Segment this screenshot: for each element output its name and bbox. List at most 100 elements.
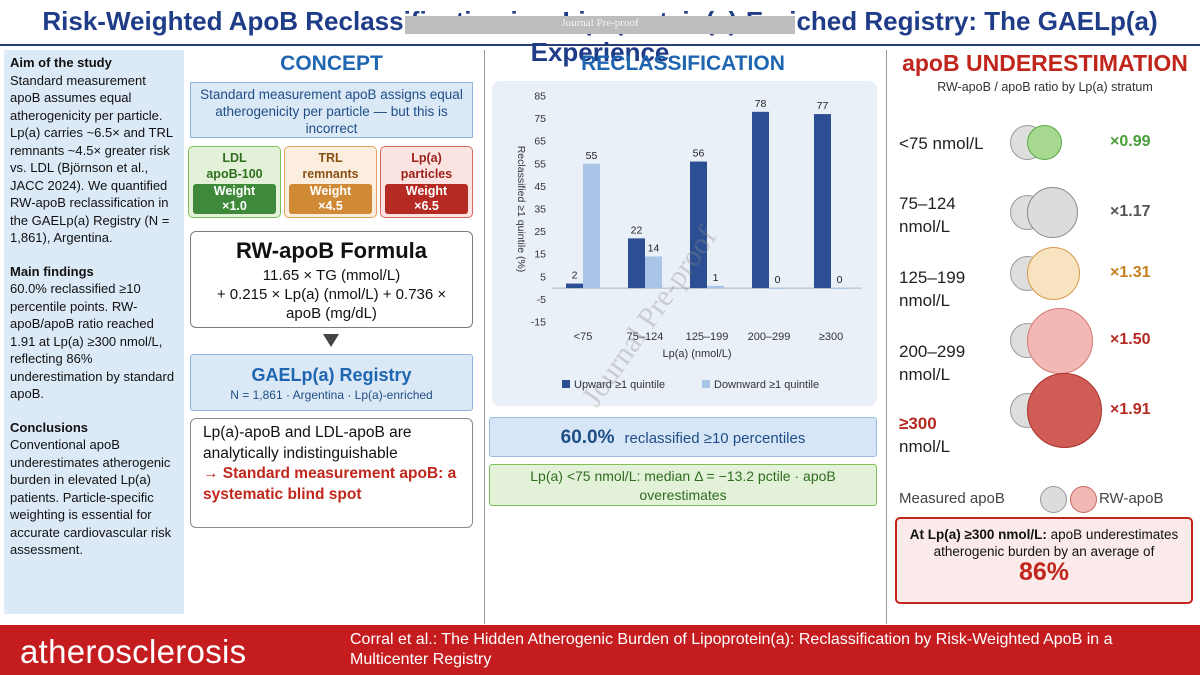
rw-apob-circle (1027, 125, 1062, 160)
stratum-label: <75 nmol/L (899, 134, 984, 153)
bar-upward (690, 161, 707, 289)
rw-apob-circle (1027, 373, 1102, 448)
watermark-banner: Journal Pre-proof (405, 16, 795, 34)
bar-upward (628, 238, 645, 289)
legend-swatch (702, 380, 710, 388)
x-tick-label: <75 (574, 331, 593, 343)
underestimation-percent: 86% (1018, 558, 1070, 586)
bar-data-label: 22 (631, 224, 643, 236)
bar-upward (566, 283, 583, 289)
y-tick-label: 25 (534, 226, 546, 238)
lpa-label: Lp(a) (411, 151, 442, 165)
formula-line: 11.65 × TG (mmol/L) (262, 267, 401, 284)
x-tick-label: 75–124 (627, 331, 664, 343)
x-tick-label: 125–199 (686, 331, 729, 343)
y-tick-label: 65 (534, 136, 546, 148)
bar-downward (769, 288, 786, 289)
trl-label: TRL (318, 151, 343, 165)
formula-box: RW-apoB Formula 11.65 × TG (mmol/L) + 0.… (190, 231, 473, 328)
rw-apob-circle (1027, 187, 1078, 238)
stratum-label: ≥300 nmol/L (899, 412, 950, 458)
underestimation-text-1: At Lp(a) ≥300 nmol/L: apoB underestimate… (897, 526, 1191, 543)
formula-line: + 0.215 × Lp(a) (nmol/L) + 0.736 × (216, 286, 447, 303)
apob-subtitle: RW-apoB / apoB ratio by Lp(a) stratum (937, 80, 1153, 94)
reclassification-heading: RECLASSIFICATION (581, 52, 785, 75)
stratum-ratio: ×1.17 (1110, 202, 1151, 220)
apob-heading: apoB UNDERESTIMATION (902, 50, 1188, 76)
stratum-ratio: ×0.99 (1110, 132, 1151, 150)
result-percent: 60.0% (560, 427, 615, 448)
stratum-ratio: ×1.91 (1110, 400, 1151, 418)
ldl-weight-box: LDL apoB-100 Weight ×1.0 (188, 146, 281, 218)
lpa-weight-badge: Weight ×6.5 (385, 184, 468, 214)
underestimation-box: At Lp(a) ≥300 nmol/L: apoB underestimate… (895, 517, 1193, 604)
concept-intro-box: Standard measurement apoB assigns equal … (190, 82, 473, 138)
column-divider (886, 50, 887, 624)
bar-downward (645, 256, 662, 289)
findings-text: 60.0% reclassified ≥10 percentile points… (10, 281, 175, 401)
bar-data-label: 56 (693, 148, 705, 160)
trl-weight-box: TRL remnants Weight ×4.5 (284, 146, 377, 218)
y-tick-label: -5 (537, 294, 546, 306)
rw-apob-circle (1027, 247, 1080, 300)
x-tick-label: ≥300 (819, 331, 843, 343)
conclusions-heading: Conclusions (10, 419, 89, 435)
blind-spot-note: Lp(a)-apoB and LDL-apoB are analytically… (190, 418, 473, 528)
stratum-label: 75–124 nmol/L (899, 194, 956, 236)
bar-upward (752, 111, 769, 289)
bar-data-label: 78 (755, 98, 767, 110)
underestimation-text-2: atherogenic burden by an average of (933, 544, 1155, 559)
y-tick-label: 85 (534, 91, 546, 103)
weight-value: ×4.5 (318, 199, 343, 213)
measured-apob-legend-icon (1040, 486, 1067, 513)
concept-heading: CONCEPT (280, 52, 383, 75)
bar-data-label: 2 (572, 270, 578, 282)
journal-name: atherosclerosis (20, 633, 247, 670)
y-tick-label: 55 (534, 158, 546, 170)
stratum-label-bottom: nmol/L (899, 437, 951, 456)
bar-data-label: 0 (775, 274, 781, 286)
legend-rw-label: RW-apoB (1099, 490, 1164, 507)
rw-apob-legend-icon (1070, 486, 1097, 513)
citation: Corral et al.: The Hidden Atherogenic Bu… (350, 631, 1113, 668)
x-axis-label: Lp(a) (nmol/L) (662, 348, 731, 360)
y-tick-label: 35 (534, 204, 546, 216)
lpa-weight-box: Lp(a) particles Weight ×6.5 (380, 146, 473, 218)
rw-apob-circle (1027, 307, 1093, 374)
weight-label: Weight (405, 184, 448, 198)
bar-data-label: 0 (837, 274, 843, 286)
lpa-sublabel: particles (400, 167, 453, 181)
weight-value: ×6.5 (414, 199, 439, 213)
ldl-weight-badge: Weight ×1.0 (193, 184, 276, 214)
sidebar-summary: Aim of the study Standard measurement ap… (4, 50, 184, 614)
registry-box: GAELp(a) Registry N = 1,861 · Argentina … (190, 354, 473, 411)
conclusions-text: Conventional apoB underestimates atherog… (10, 437, 172, 557)
ldl-sublabel: apoB-100 (206, 167, 263, 181)
findings-heading: Main findings (10, 263, 94, 279)
title-bar: Risk-Weighted ApoB Reclassification in a… (0, 0, 1200, 67)
bar-data-label: 77 (817, 100, 829, 112)
legend-swatch (562, 380, 570, 388)
y-tick-label: -15 (531, 317, 546, 329)
y-tick-label: 45 (534, 181, 546, 193)
arrow-down-icon (323, 334, 339, 347)
registry-subtitle: N = 1,861 · Argentina · Lp(a)-enriched (230, 388, 433, 402)
stratum-label: 200–299 nmol/L (899, 342, 966, 384)
chart-panel (492, 81, 877, 406)
note-text: Lp(a)-apoB and LDL-apoB are analytically… (203, 424, 412, 462)
low-lpa-note: Lp(a) <75 nmol/L: median Δ = −13.2 pctil… (489, 464, 877, 506)
trl-sublabel: remnants (302, 167, 359, 181)
trl-weight-badge: Weight ×4.5 (289, 184, 372, 214)
note-highlight: → Standard measurement apoB: a systemati… (203, 465, 457, 503)
legend-label: Downward ≥1 quintile (714, 379, 819, 391)
formula-text: 11.65 × TG (mmol/L) + 0.215 × Lp(a) (nmo… (191, 266, 472, 323)
stratum-label-top: ≥300 (899, 414, 937, 433)
formula-line: apoB (mg/dL) (286, 305, 377, 322)
bar-downward (831, 288, 848, 289)
result-text: reclassified ≥10 percentiles (624, 430, 806, 447)
legend-label: Upward ≥1 quintile (574, 379, 665, 391)
column-divider (484, 50, 485, 624)
bar-downward (707, 285, 724, 289)
y-tick-label: 5 (540, 271, 546, 283)
reclassification-chart: -15 -5 5 15 25 35 45 55 65 75 85 Reclassified ≥1 qu… (515, 91, 862, 391)
